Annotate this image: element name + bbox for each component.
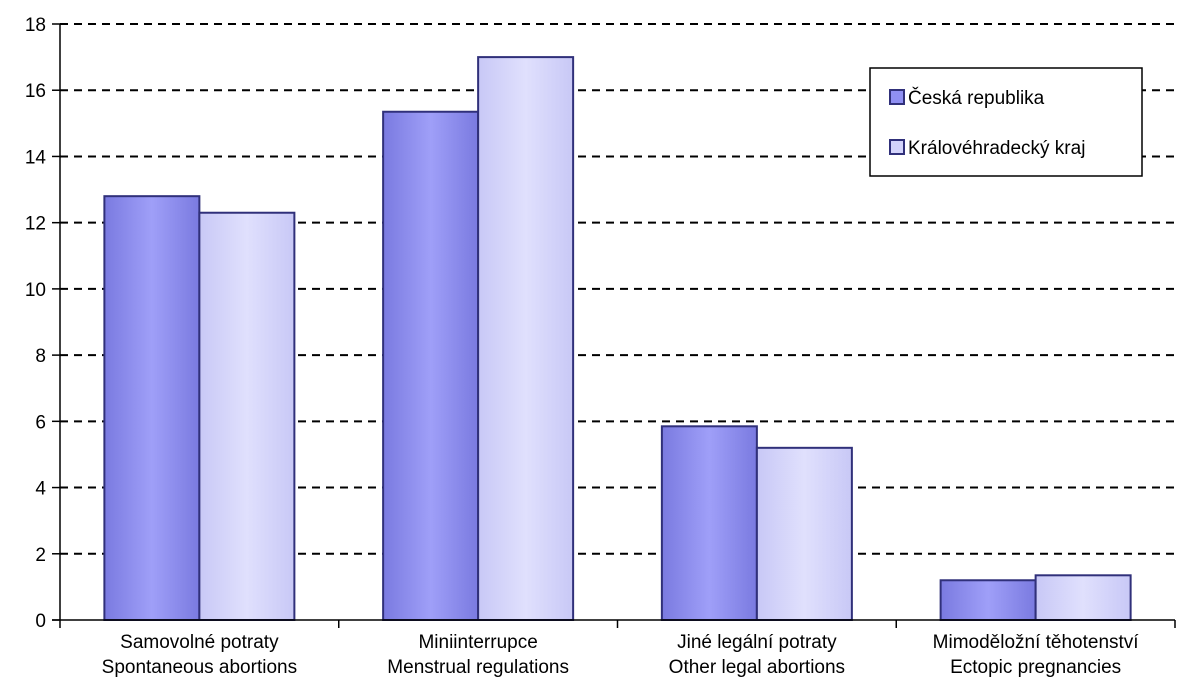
y-tick-label: 14 [25, 147, 47, 168]
bar [939, 579, 1037, 621]
bar [382, 110, 480, 621]
category-label: Other legal abortions [669, 657, 845, 678]
y-tick-label: 2 [35, 545, 46, 566]
bar [660, 425, 758, 621]
category-label: Mimoděložní těhotenství [933, 632, 1140, 653]
y-tick-label: 8 [35, 346, 46, 367]
bar [477, 56, 575, 622]
x-tick-labels: Samovolné potraty Spontaneous abortions Mi… [102, 632, 1140, 678]
y-tick-label: 18 [25, 15, 46, 36]
legend-swatch [889, 89, 905, 105]
y-tick-label: 0 [35, 611, 46, 632]
axes [52, 23, 1176, 628]
y-tick-label: 4 [35, 479, 46, 500]
y-tick-label: 12 [25, 214, 46, 235]
y-tick-label: 6 [35, 412, 46, 433]
bars [103, 56, 1132, 622]
legend: Česká republika Královéhradecký kraj [869, 67, 1143, 177]
y-tick-label: 10 [25, 280, 46, 301]
category-label: Jiné legální potraty [677, 632, 837, 653]
bar [103, 195, 201, 622]
bar [1034, 574, 1132, 621]
category-label: Menstrual regulations [387, 657, 569, 678]
bar [198, 211, 296, 621]
y-tick-labels: 0 2 4 6 8 10 12 14 16 18 [25, 15, 47, 632]
category-label: Spontaneous abortions [102, 657, 297, 678]
y-tick-label: 16 [25, 81, 46, 102]
legend-box [869, 67, 1143, 177]
legend-label: Česká republika [908, 87, 1045, 109]
bar [755, 446, 853, 622]
category-label: Samovolné potraty [120, 632, 279, 653]
legend-swatch [889, 139, 905, 155]
legend-label: Královéhradecký kraj [908, 138, 1085, 159]
category-label: Ectopic pregnancies [950, 657, 1121, 678]
category-label: Miniinterrupce [418, 632, 537, 653]
